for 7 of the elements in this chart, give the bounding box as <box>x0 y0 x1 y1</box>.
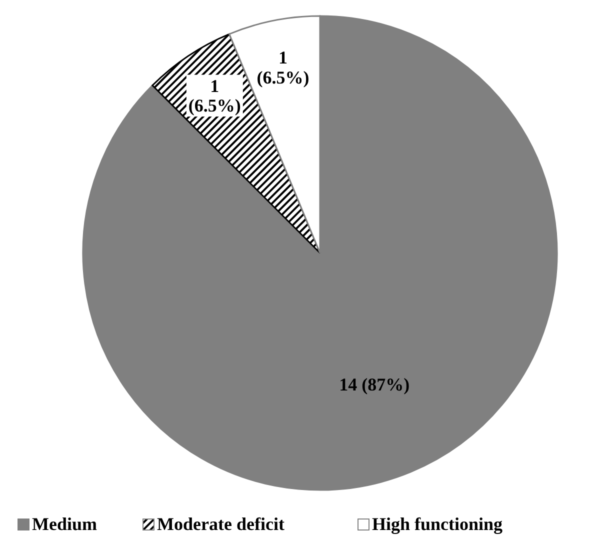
pie-slice <box>82 15 558 490</box>
data-label: 1 (6.5%) <box>188 76 241 116</box>
legend-label: Medium <box>32 514 97 534</box>
legend-label: Moderate deficit <box>157 514 284 534</box>
data-label: 1 (6.5%) <box>256 47 310 88</box>
data-label: 14 (87%) <box>339 374 410 395</box>
legend-label: High functioning <box>372 514 503 534</box>
